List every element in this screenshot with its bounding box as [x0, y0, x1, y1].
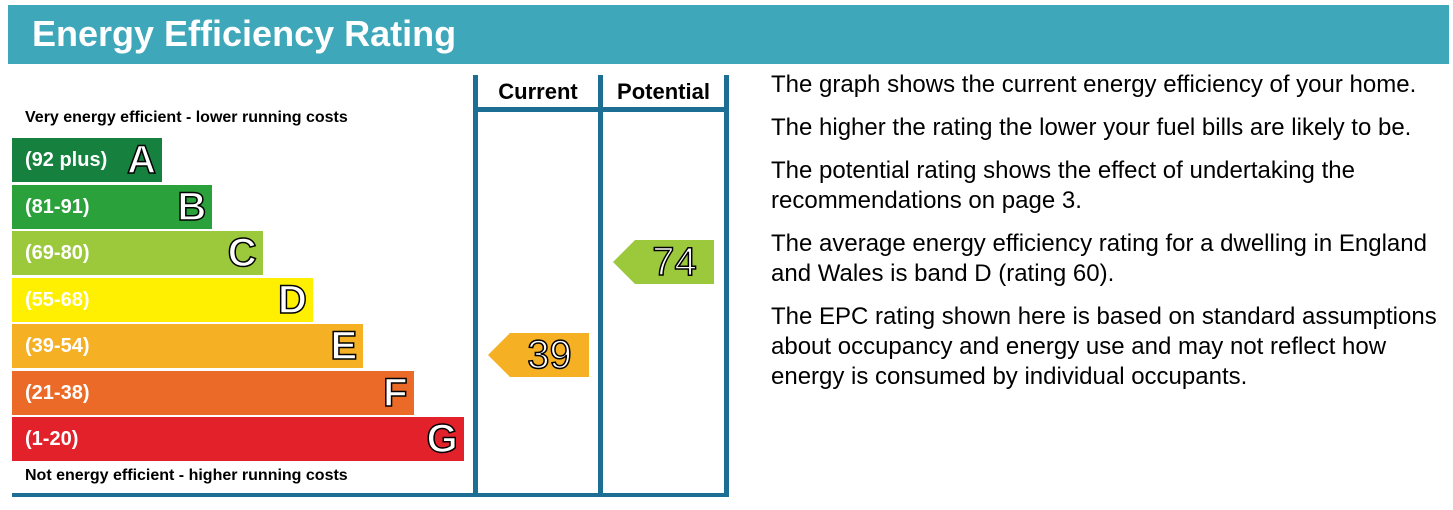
band-c: (69-80) C: [12, 230, 263, 276]
rating-value-current: 39: [527, 332, 573, 378]
band-g: (1-20) G: [12, 416, 464, 462]
rating-arrow-potential: [613, 239, 714, 284]
panel-left-border: [473, 75, 478, 497]
bottom-caption: Not energy efficient - higher running co…: [25, 467, 348, 484]
header-banner: Energy Efficiency Rating: [8, 5, 1449, 64]
band-e: (39-54) E: [12, 323, 364, 369]
description-paragraph: The graph shows the current energy effic…: [771, 71, 1417, 98]
panel-bottom-border: [12, 493, 729, 497]
band-range-label: (55-68): [25, 288, 90, 311]
band-d: (55-68) D: [12, 277, 313, 323]
band-range-label: (39-54): [25, 335, 90, 357]
description: The graph shows the current energy effic…: [771, 70, 1446, 405]
band-letter-label: B: [177, 184, 207, 230]
band-letter-label: F: [382, 370, 408, 416]
band-letter-label: E: [330, 323, 358, 369]
band-letter-label: G: [426, 416, 459, 462]
panel-middle-border: [598, 75, 603, 497]
description-paragraph: The average energy efficiency rating for…: [771, 230, 1427, 287]
band-f: (21-38) F: [12, 370, 414, 416]
description-paragraph: The higher the rating the lower your fue…: [771, 114, 1412, 141]
band-letter-label: C: [227, 230, 257, 276]
rating-arrow-shape: [488, 332, 589, 377]
description-paragraph: The EPC rating shown here is based on st…: [771, 303, 1437, 390]
page-title: Energy Efficiency Rating: [32, 13, 457, 54]
band-range-label: (69-80): [25, 242, 90, 264]
band-letter-label: D: [277, 277, 307, 323]
band-range-label: (21-38): [25, 381, 90, 404]
band-range-label: (1-20): [25, 428, 79, 450]
rating-arrow-shape: [613, 239, 714, 284]
panel-right-border: [724, 75, 729, 497]
panel-header-divider: [473, 107, 729, 112]
band-range-label: (92 plus): [25, 149, 108, 171]
rating-arrow-current: [488, 332, 589, 377]
band-range-label: (81-91): [25, 195, 90, 218]
potential-column-header: Potential: [617, 79, 710, 104]
current-column-header: Current: [498, 79, 578, 104]
band-a: (92 plus) A: [12, 137, 162, 183]
band-b: (81-91) B: [12, 184, 213, 230]
top-caption: Very energy efficient - lower running co…: [25, 109, 348, 126]
description-paragraph: The potential rating shows the effect of…: [771, 157, 1355, 214]
band-letter-label: A: [126, 137, 156, 183]
rating-value-potential: 74: [652, 239, 698, 285]
